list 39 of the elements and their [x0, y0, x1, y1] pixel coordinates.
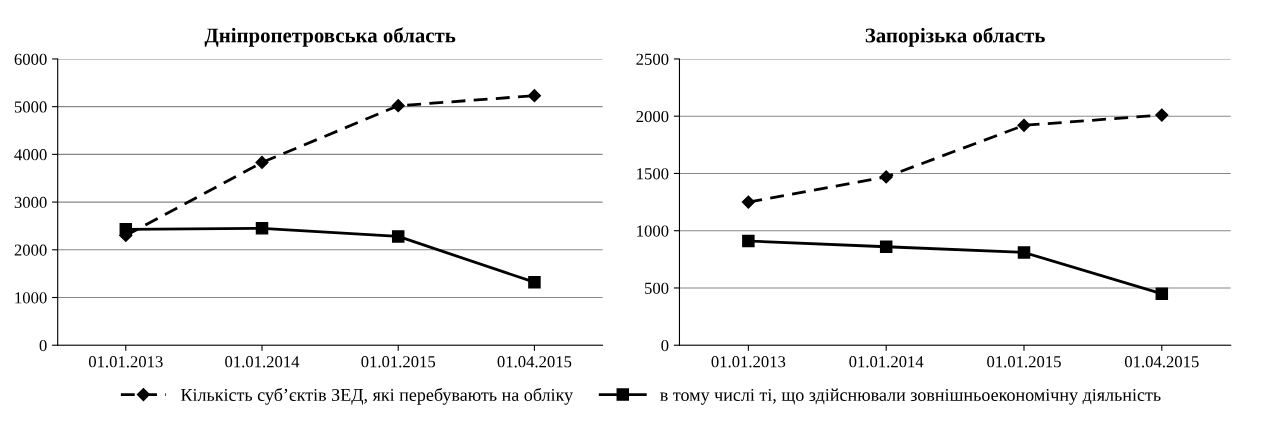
point [391, 230, 405, 243]
y-tick-label: 1000 [637, 225, 669, 237]
point [742, 234, 755, 248]
x-tick-label: 01.01.2014 [849, 356, 924, 368]
x-tick-label: 01.01.2015 [361, 356, 436, 368]
legend-label: Кількість суб’єктів ЗЕД, які перебувають на обліку [180, 387, 574, 405]
y-tick-label: 0 [39, 339, 47, 352]
x-tick-label: 01.04.2015 [497, 356, 572, 368]
point [879, 240, 893, 253]
y-tick-label: 5000 [14, 101, 47, 113]
y-tick-label: 3000 [14, 196, 47, 209]
point [255, 222, 269, 235]
y-tick-label: 1000 [15, 292, 47, 304]
x-tick-label: 01.01.2015 [987, 356, 1061, 368]
chart-title: Запорізька область [865, 27, 1045, 47]
point [255, 155, 269, 170]
x-tick-label: 01.04.2015 [1124, 356, 1199, 368]
y-tick-label: 4000 [14, 149, 47, 161]
point [741, 195, 755, 209]
x-tick-label: 01.01.2014 [225, 356, 300, 368]
y-tick-label: 6000 [14, 53, 47, 65]
point [1017, 246, 1031, 259]
y-tick-label: 1500 [637, 168, 669, 180]
legend-label: в тому числі ті, що здійснювали зовнішньоекономічну діяльність [660, 388, 1161, 405]
point [527, 89, 542, 103]
point [1017, 118, 1031, 132]
x-tick-label: 01.01.2013 [88, 356, 163, 368]
point [1155, 108, 1169, 122]
y-tick-label: 2000 [636, 110, 669, 123]
point [1155, 287, 1169, 300]
chart-title: Дніпропетровська область [204, 27, 456, 47]
x-tick-label: 01.01.2013 [711, 356, 786, 368]
y-tick-label: 2500 [636, 53, 669, 65]
point [391, 99, 405, 113]
point [528, 275, 541, 289]
y-tick-label: 0 [661, 339, 669, 352]
point [879, 170, 893, 184]
y-tick-label: 2000 [14, 244, 47, 256]
y-tick-label: 500 [645, 282, 669, 294]
